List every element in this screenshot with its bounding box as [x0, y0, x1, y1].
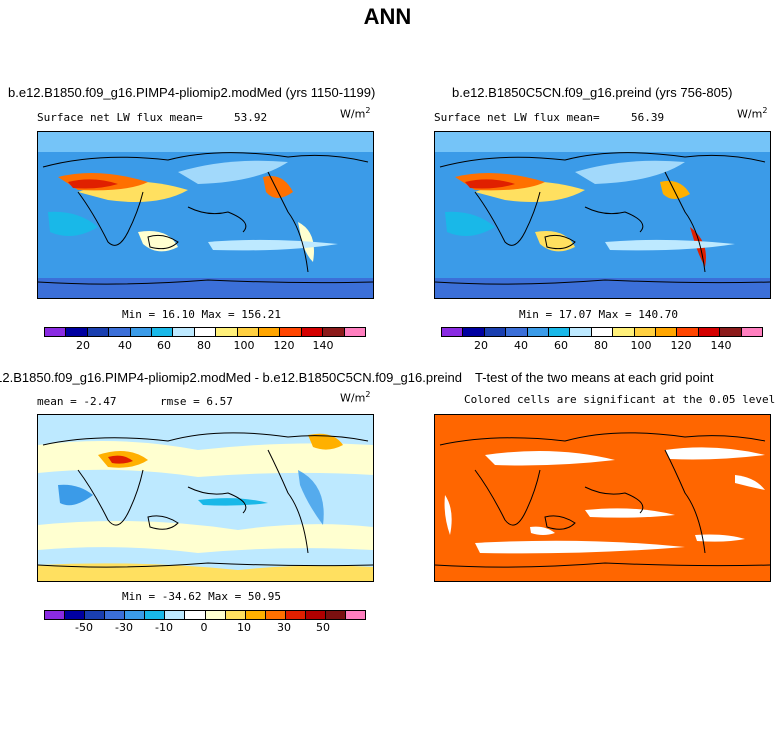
- panel3-minmax: Min = -34.62 Max = 50.95: [122, 590, 281, 603]
- panel3-tick: -50: [75, 621, 93, 634]
- panel1-colorbar-cell: [259, 328, 281, 336]
- panel4-title: T-test of the two means at each grid poi…: [475, 370, 714, 385]
- panel2-tick: 60: [554, 339, 568, 352]
- panel3-colorbar-cell: [285, 611, 306, 619]
- panel1-colorbar-cell: [237, 328, 260, 336]
- panel2-stat-label: Surface net LW flux mean=: [434, 111, 600, 124]
- panel2-tick: 120: [670, 339, 692, 352]
- panel1-tick: 120: [273, 339, 295, 352]
- panel1-map: [37, 131, 374, 299]
- panel3-colorbar-cell: [345, 611, 365, 619]
- panel3-colorbar-cell: [265, 611, 286, 619]
- panel2-colorbar-cell: [720, 328, 742, 336]
- panel2-colorbar-cell: [591, 328, 614, 336]
- panel1-colorbar-cell: [280, 328, 302, 336]
- panel2-colorbar-cell: [741, 328, 763, 336]
- panel3-colorbar-cell: [185, 611, 206, 619]
- panel2-colorbar-cell: [527, 328, 550, 336]
- panel3-tick: 30: [277, 621, 291, 634]
- page-title: ANN: [363, 4, 412, 29]
- panel2-tick: 80: [594, 339, 608, 352]
- panel3-colorbar-cell: [85, 611, 106, 619]
- panel3-colorbar-cell: [225, 611, 246, 619]
- panel3-colorbar-cell: [305, 611, 326, 619]
- panel3-colorbar-cell: [205, 611, 226, 619]
- panel2-minmax: Min = 17.07 Max = 140.70: [519, 308, 678, 321]
- panel2-tick: 100: [630, 339, 652, 352]
- panel1-title: b.e12.B1850.f09_g16.PIMP4-pliomip2.modMe…: [8, 85, 376, 100]
- panel1-units: W/m2: [340, 106, 371, 121]
- panel4-map: [434, 414, 771, 582]
- panel1-stat-label: Surface net LW flux mean=: [37, 111, 203, 124]
- panel2-colorbar-cell: [613, 328, 635, 336]
- panel1-map-svg: [38, 132, 373, 298]
- panel3-map-svg: [38, 415, 373, 581]
- panel3-mean: mean = -2.47: [37, 395, 117, 408]
- panel1-minmax: Min = 16.10 Max = 156.21: [122, 308, 281, 321]
- panel2-tick: 140: [710, 339, 732, 352]
- panel1-tick: 40: [118, 339, 132, 352]
- panel2-title: b.e12.B1850C5CN.f09_g16.preind (yrs 756-…: [452, 85, 733, 100]
- panel3-colorbar-cell: [65, 611, 86, 619]
- panel3-colorbar-cell: [145, 611, 166, 619]
- panel3-colorbar-cell: [105, 611, 126, 619]
- panel3-tick: 0: [200, 621, 208, 634]
- panel1-colorbar-cell: [216, 328, 238, 336]
- panel3-colorbar: [44, 610, 366, 620]
- panel2-map: [434, 131, 771, 299]
- panel4-map-svg: [435, 415, 770, 581]
- panel1-colorbar-cell: [173, 328, 195, 336]
- panel3-colorbar-cell: [125, 611, 146, 619]
- panel3-tick: 50: [316, 621, 330, 634]
- panel3-colorbar-cell: [165, 611, 186, 619]
- panel2-stat-value: 56.39: [631, 111, 665, 124]
- panel1-colorbar-cell: [323, 328, 345, 336]
- panel3-colorbar-cell: [325, 611, 346, 619]
- panel1-colorbar-cell: [66, 328, 88, 336]
- panel3-rmse: rmse = 6.57: [160, 395, 233, 408]
- panel3-title: b.e12.B1850.f09_g16.PIMP4-pliomip2.modMe…: [0, 370, 462, 385]
- panel1-tick: 20: [76, 339, 90, 352]
- panel3-colorbar-cell: [245, 611, 266, 619]
- panel2-units: W/m2: [737, 106, 768, 121]
- panel1-colorbar-cell: [152, 328, 174, 336]
- panel4-subtitle: Colored cells are significant at the 0.0…: [464, 393, 775, 406]
- panel1-colorbar-cell: [109, 328, 131, 336]
- panel1-colorbar-cell: [87, 328, 110, 336]
- panel1-tick: 60: [157, 339, 171, 352]
- panel2-tick: 20: [474, 339, 488, 352]
- panel1-stat-value: 53.92: [234, 111, 268, 124]
- panel1-colorbar: [44, 327, 366, 337]
- panel2-colorbar-cell: [463, 328, 485, 336]
- panel2-colorbar-cell: [656, 328, 678, 336]
- panel2-colorbar-cell: [570, 328, 592, 336]
- panel3-map: [37, 414, 374, 582]
- panel2-colorbar-cell: [549, 328, 571, 336]
- panel2-colorbar-cell: [698, 328, 721, 336]
- panel1-colorbar-cell: [194, 328, 217, 336]
- panel2-colorbar-cell: [442, 328, 464, 336]
- panel2-colorbar-cell: [634, 328, 657, 336]
- panel1-tick: 140: [312, 339, 334, 352]
- panel3-tick: 10: [237, 621, 251, 634]
- panel1-tick: 100: [233, 339, 255, 352]
- panel1-tick: 80: [197, 339, 211, 352]
- panel2-colorbar-cell: [484, 328, 507, 336]
- panel2-map-svg: [435, 132, 770, 298]
- panel1-colorbar-cell: [301, 328, 324, 336]
- panel2-tick: 40: [514, 339, 528, 352]
- panel1-colorbar-cell: [45, 328, 67, 336]
- panel1-colorbar-cell: [130, 328, 153, 336]
- panel1-colorbar-cell: [344, 328, 366, 336]
- panel3-units: W/m2: [340, 390, 371, 405]
- panel2-colorbar-cell: [677, 328, 699, 336]
- panel3-title-clip: b.e12.B1850.f09_g16.PIMP4-pliomip2.modMe…: [0, 370, 462, 388]
- panel2-colorbar: [441, 327, 763, 337]
- panel2-colorbar-cell: [506, 328, 528, 336]
- panel3-tick: -10: [155, 621, 173, 634]
- panel3-tick: -30: [115, 621, 133, 634]
- panel3-colorbar-cell: [45, 611, 66, 619]
